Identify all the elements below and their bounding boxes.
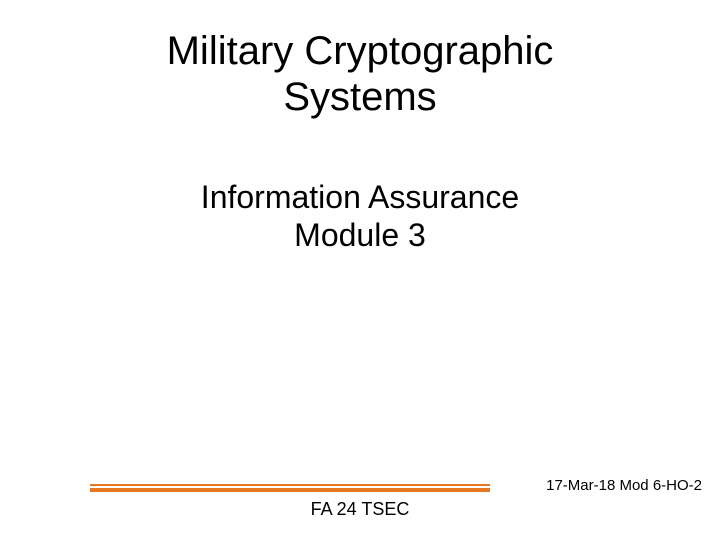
slide-container: Military Cryptographic Systems Informati… [0,0,720,540]
divider-bar-thin [90,484,490,486]
subtitle-line-2: Module 3 [294,217,426,253]
title-line-2: Systems [283,75,436,119]
slide-title: Military Cryptographic Systems [0,28,720,120]
slide-subtitle: Information Assurance Module 3 [0,178,720,255]
divider-bar-thick [90,488,490,492]
title-line-1: Military Cryptographic [167,29,554,73]
subtitle-line-1: Information Assurance [201,179,519,215]
footer-center-text: FA 24 TSEC [0,499,720,520]
footer-right-text: 17-Mar-18 Mod 6-HO-2 [546,477,702,494]
divider-bar [90,484,490,492]
